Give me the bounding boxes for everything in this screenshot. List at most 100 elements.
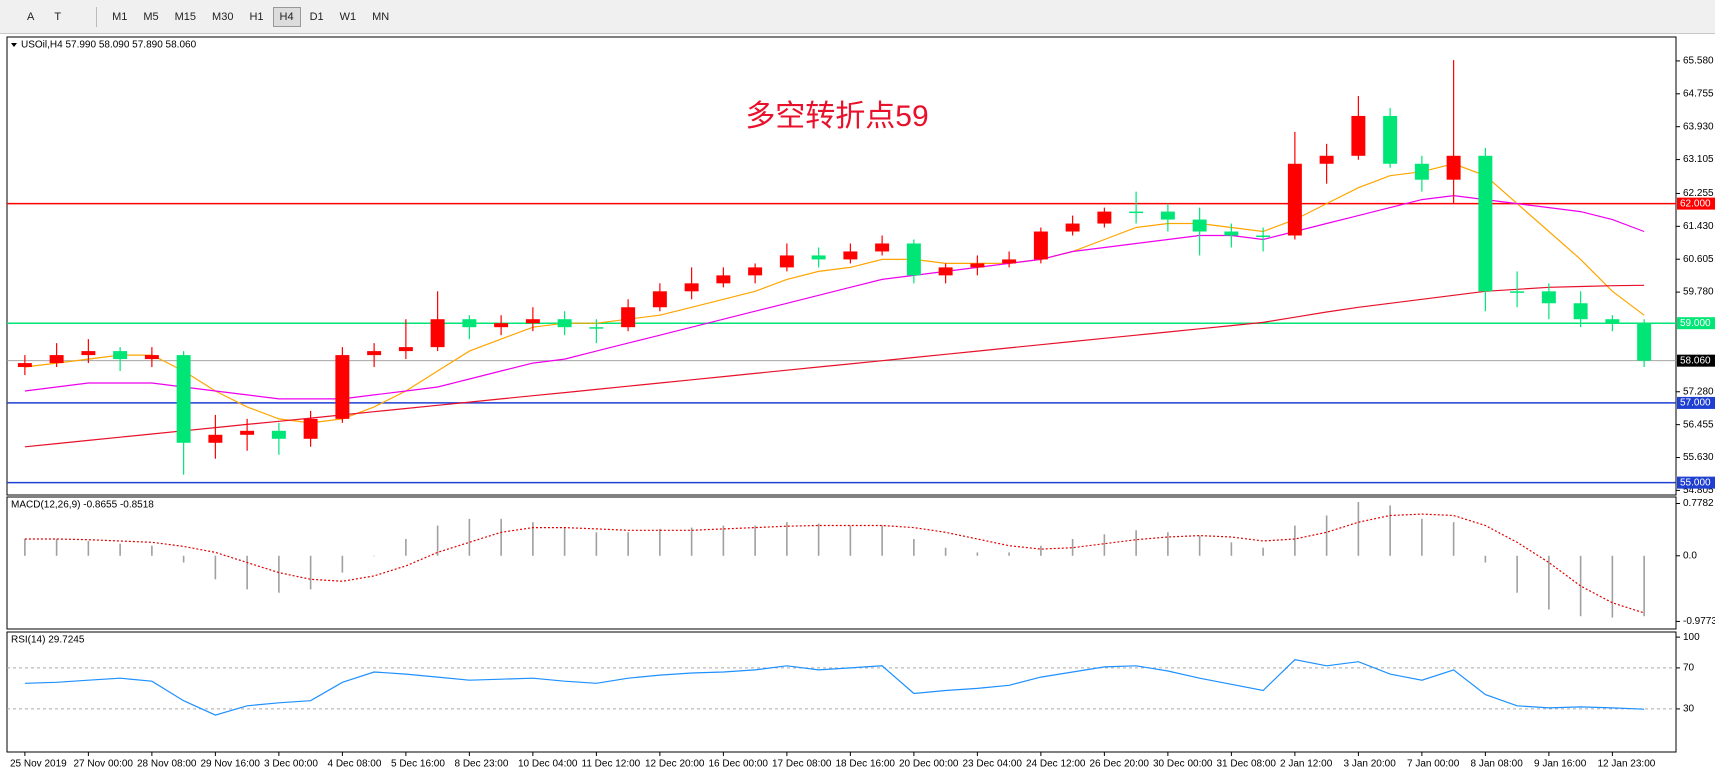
- candle-body: [970, 263, 985, 268]
- x-tick-label: 11 Dec 12:00: [582, 759, 641, 770]
- macd-bar: [405, 538, 407, 556]
- x-tick-label: 9 Jan 16:00: [1534, 759, 1587, 770]
- macd-bar: [722, 525, 725, 556]
- macd-bar: [944, 547, 947, 556]
- macd-bar: [532, 522, 534, 556]
- tool-button[interactable]: A: [27, 10, 35, 23]
- x-tick-label: 12 Dec 20:00: [645, 759, 705, 770]
- macd-bar: [1452, 522, 1455, 556]
- macd-bar: [1516, 555, 1518, 593]
- price-label: 59.000: [1680, 318, 1711, 329]
- macd-bar: [87, 541, 90, 556]
- y-tick-label: 64.755: [1683, 88, 1714, 99]
- x-tick-label: 24 Dec 12:00: [1026, 759, 1086, 770]
- macd-bar: [1167, 532, 1169, 556]
- macd-bar: [1484, 555, 1487, 563]
- macd-bar: [817, 523, 820, 556]
- candle-body: [779, 255, 794, 268]
- candle-body: [652, 291, 667, 308]
- x-tick-label: 16 Dec 00:00: [709, 759, 769, 770]
- timeframe-button[interactable]: D1: [309, 10, 324, 23]
- candle-body: [176, 355, 191, 443]
- chart: USOil,H4 57.990 58.090 57.890 58.060 65.5…: [6, 36, 1715, 770]
- candle-body: [398, 347, 413, 352]
- candle-body: [462, 319, 477, 328]
- timeframe-group: M1 M5 M15 M30 H1 H4 D1 W1 MN: [96, 6, 396, 27]
- timeframe-button[interactable]: M5: [143, 10, 159, 23]
- price-label: 57.000: [1680, 398, 1711, 409]
- y-tick-label: 60.605: [1683, 254, 1714, 265]
- macd-bar: [1421, 518, 1423, 556]
- macd-bar: [1611, 555, 1614, 618]
- y-tick-label: 55.630: [1683, 452, 1714, 463]
- macd-bar: [595, 532, 598, 556]
- price-label-box: [1677, 476, 1715, 489]
- tool-button[interactable]: T: [54, 10, 62, 23]
- x-tick-label: 4 Dec 08:00: [328, 759, 382, 770]
- macd-bar: [24, 538, 26, 556]
- candle-body: [1002, 259, 1017, 264]
- x-tick-label: 30 Dec 00:00: [1153, 759, 1213, 770]
- x-tick-label: 28 Nov 08:00: [137, 759, 197, 770]
- candle-body: [1510, 291, 1525, 293]
- candle-body: [49, 355, 64, 364]
- rsi-panel: [6, 631, 1677, 753]
- y-tick-label: 0.0: [1683, 550, 1697, 561]
- macd-bar: [690, 527, 693, 556]
- toolbar: A T M1 M5 M15 M30 H1 H4 D1 W1 MN: [0, 0, 1715, 34]
- macd-panel: [6, 496, 1677, 630]
- candle-body: [1351, 115, 1366, 156]
- timeframe-button[interactable]: M1: [112, 10, 128, 23]
- candle-body: [113, 351, 128, 360]
- candle-body: [557, 319, 572, 328]
- candle-body: [1256, 235, 1271, 238]
- candle-body: [271, 430, 286, 439]
- y-tick-label: 70: [1683, 663, 1695, 674]
- candle-body: [1446, 155, 1461, 180]
- candle-body: [811, 255, 826, 260]
- price-label: 58.060: [1680, 355, 1711, 366]
- macd-bar: [151, 545, 153, 556]
- candle-body: [684, 283, 699, 292]
- candle-body: [1033, 231, 1048, 260]
- candle-body: [144, 355, 159, 360]
- y-tick-label: 0.7782: [1683, 498, 1714, 509]
- macd-bar: [754, 525, 756, 556]
- candle-body: [621, 307, 636, 328]
- candle-body: [1573, 303, 1588, 320]
- macd-bar: [182, 555, 185, 563]
- candle-body: [1160, 211, 1175, 220]
- rsi-line: [24, 659, 1645, 716]
- y-tick-label: 56.455: [1683, 419, 1714, 430]
- macd-bar: [436, 525, 439, 556]
- indicator-line: [24, 194, 1645, 400]
- candle-body: [1192, 219, 1207, 232]
- timeframe-button[interactable]: H1: [249, 10, 264, 23]
- macd-bar: [1325, 515, 1328, 556]
- candle-body: [1478, 155, 1493, 292]
- timeframe-button[interactable]: MN: [372, 10, 390, 23]
- x-tick-label: 31 Dec 08:00: [1217, 759, 1277, 770]
- y-tick-label: 30: [1683, 704, 1695, 715]
- candle-body: [367, 351, 382, 356]
- indicator-line: [24, 284, 1645, 448]
- macd-bar: [786, 522, 788, 556]
- x-tick-label: 26 Dec 20:00: [1090, 759, 1150, 770]
- timeframe-button[interactable]: H4: [272, 6, 301, 27]
- timeframe-button[interactable]: W1: [339, 10, 357, 23]
- candle-body: [1224, 231, 1239, 236]
- candle-body: [81, 351, 96, 356]
- y-tick-label: 61.430: [1683, 221, 1714, 232]
- x-tick-label: 12 Jan 23:00: [1598, 759, 1656, 770]
- y-tick-label: 63.105: [1683, 154, 1714, 165]
- x-tick-label: 25 Nov 2019: [10, 759, 67, 770]
- macd-bar: [1548, 555, 1550, 610]
- macd-bar: [1579, 555, 1582, 617]
- timeframe-button[interactable]: M30: [212, 10, 234, 23]
- candle-body: [303, 418, 318, 439]
- timeframe-button[interactable]: M15: [174, 10, 197, 23]
- candle-body: [843, 251, 858, 260]
- candle-body: [208, 434, 223, 443]
- panel-title: MACD(12,26,9) -0.8655 -0.8518: [11, 500, 154, 511]
- x-tick-label: 29 Nov 16:00: [201, 759, 261, 770]
